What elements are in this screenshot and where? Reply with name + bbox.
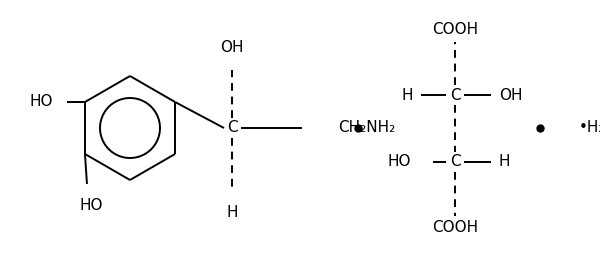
Text: COOH: COOH: [432, 220, 478, 236]
Text: HO: HO: [388, 155, 411, 169]
Text: COOH: COOH: [432, 23, 478, 37]
Text: H: H: [499, 155, 511, 169]
Text: H: H: [401, 88, 413, 102]
Text: OH: OH: [499, 88, 523, 102]
Text: •H₂O: •H₂O: [579, 121, 600, 135]
Text: H: H: [226, 205, 238, 220]
Text: C: C: [449, 155, 460, 169]
Text: C: C: [227, 121, 238, 135]
Text: CH₂NH₂: CH₂NH₂: [338, 121, 395, 135]
Text: HO: HO: [79, 198, 103, 213]
Text: C: C: [449, 88, 460, 102]
Text: HO: HO: [29, 94, 53, 110]
Text: OH: OH: [220, 40, 244, 55]
